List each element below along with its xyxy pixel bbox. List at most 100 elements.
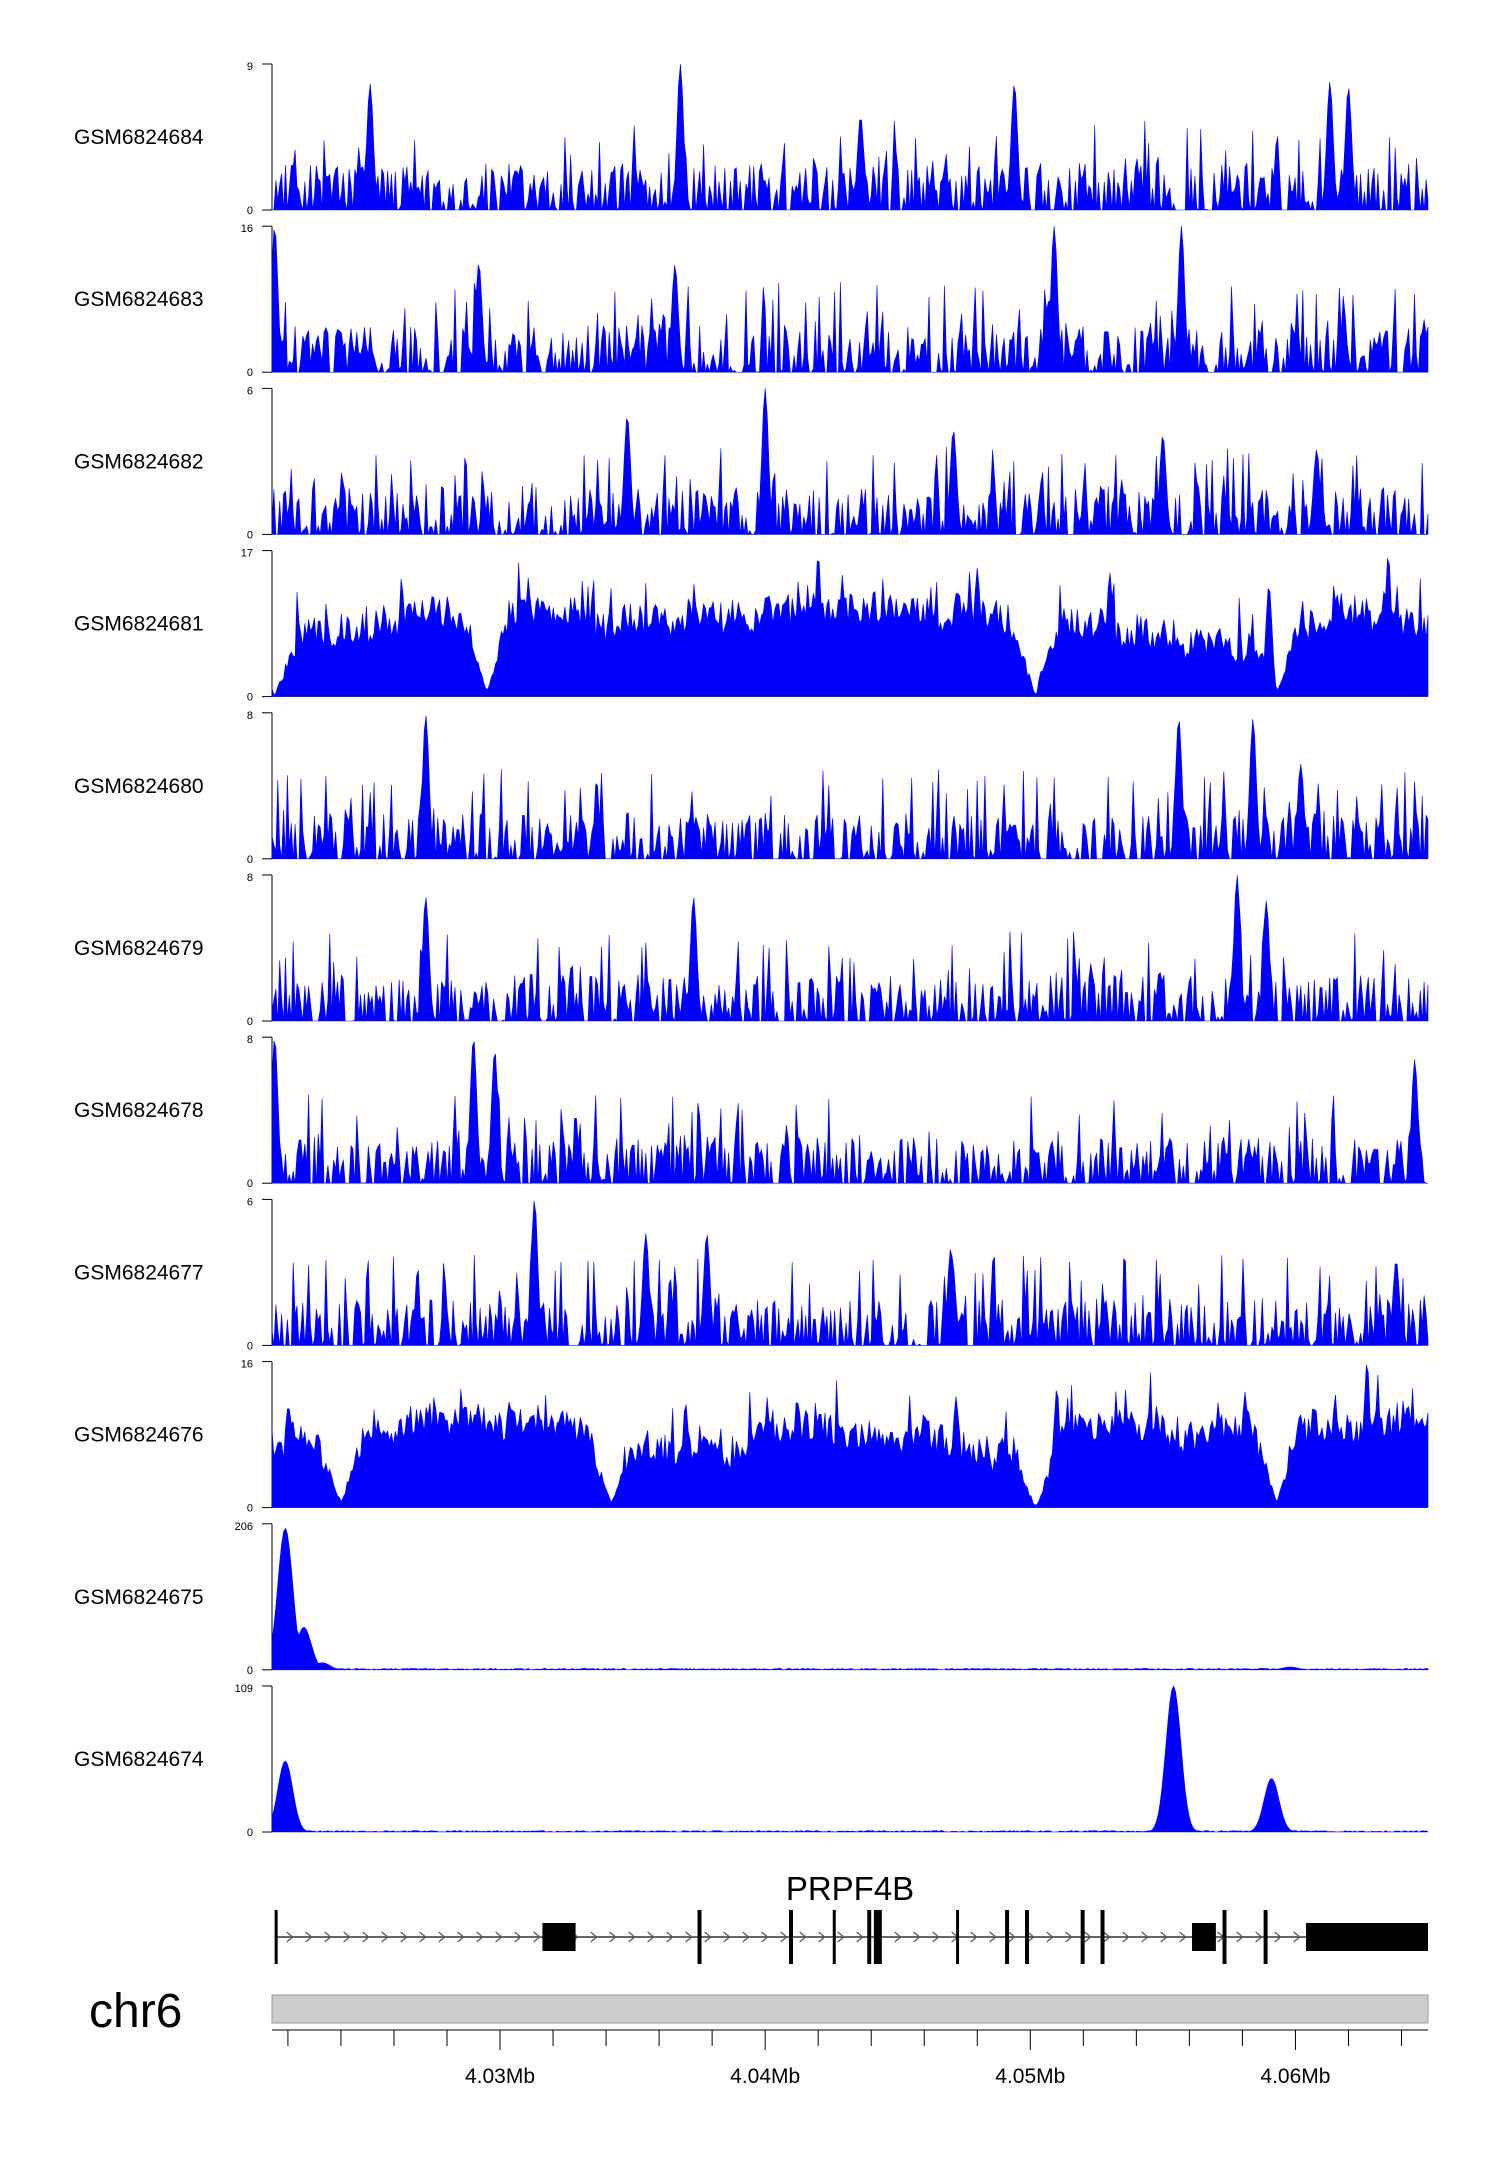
strand-arrow xyxy=(533,1931,541,1943)
strand-arrow xyxy=(894,1931,902,1943)
coverage-area xyxy=(271,226,1429,374)
track-ymin-label: 0 xyxy=(247,1016,253,1028)
x-tick-label: 4.05Mb xyxy=(995,2065,1065,2088)
track-ymin-label: 0 xyxy=(247,692,253,704)
coverage-area xyxy=(272,64,1429,212)
strand-arrow xyxy=(1046,1931,1054,1943)
track-ymax-label: 9 xyxy=(247,61,253,73)
coverage-area xyxy=(271,1364,1429,1508)
strand-arrow xyxy=(609,1931,617,1943)
track-ymax-label: 8 xyxy=(247,872,253,884)
strand-arrow xyxy=(761,1931,769,1943)
strand-arrow xyxy=(647,1931,655,1943)
exon-block xyxy=(832,1910,836,1964)
strand-arrow xyxy=(1065,1931,1073,1943)
strand-arrow xyxy=(799,1931,807,1943)
track-label: GSM6824677 xyxy=(74,1261,204,1284)
exon-block xyxy=(1263,1910,1268,1964)
strand-arrow xyxy=(1236,1931,1244,1943)
track-ymin-label: 0 xyxy=(247,367,253,379)
chromosome-ideogram: chr6 xyxy=(89,1985,1429,2038)
exon-block xyxy=(274,1910,278,1964)
track-ymax-label: 17 xyxy=(241,548,253,560)
track-label: GSM6824680 xyxy=(74,775,204,798)
x-tick-label: 4.06Mb xyxy=(1260,2065,1330,2088)
strand-arrow xyxy=(1084,1931,1092,1943)
strand-arrow xyxy=(1179,1931,1187,1943)
coverage-track: GSM6824677 6 0 xyxy=(74,1196,1429,1352)
track-ymax-label: 6 xyxy=(247,385,253,397)
x-tick-label: 4.04Mb xyxy=(730,2065,800,2088)
track-ymin-label: 0 xyxy=(247,205,253,217)
strand-arrow xyxy=(1008,1931,1016,1943)
track-label: GSM6824679 xyxy=(74,937,204,960)
exon-block xyxy=(789,1910,793,1964)
strand-arrow xyxy=(666,1931,674,1943)
exon-block xyxy=(1080,1910,1085,1964)
strand-arrow xyxy=(495,1931,503,1943)
coverage-area xyxy=(271,1685,1429,1833)
track-label: GSM6824674 xyxy=(74,1748,204,1771)
coverage-track: GSM6824676 16 0 xyxy=(74,1359,1429,1515)
gene-name-label: PRPF4B xyxy=(786,1870,914,1907)
track-ymax-label: 16 xyxy=(241,1359,253,1371)
exon-block xyxy=(1306,1923,1428,1951)
exon-block xyxy=(1024,1910,1029,1964)
coverage-track: GSM6824679 8 0 xyxy=(74,872,1429,1028)
strand-arrow xyxy=(837,1931,845,1943)
strand-arrow xyxy=(1255,1931,1263,1943)
exon-block xyxy=(956,1910,960,1964)
track-label: GSM6824675 xyxy=(74,1586,204,1609)
track-ymin-label: 0 xyxy=(247,1503,253,1515)
exon-block xyxy=(697,1910,702,1964)
strand-arrow xyxy=(989,1931,997,1943)
track-ymax-label: 8 xyxy=(247,1034,253,1046)
track-ymin-label: 0 xyxy=(247,1178,253,1190)
strand-arrow xyxy=(628,1931,636,1943)
coverage-area xyxy=(271,1040,1429,1185)
exon-block xyxy=(1192,1923,1216,1951)
coverage-track: GSM6824680 8 0 xyxy=(74,710,1429,866)
strand-arrow xyxy=(590,1931,598,1943)
coverage-tracks: GSM682468490GSM6824683160GSM682468260GSM… xyxy=(74,61,1429,1839)
track-ymax-label: 8 xyxy=(247,710,253,722)
exon-block xyxy=(1222,1910,1227,1964)
track-ymax-label: 16 xyxy=(241,223,253,235)
strand-arrow xyxy=(286,1931,294,1943)
coverage-track: GSM6824681 17 0 xyxy=(74,548,1429,704)
strand-arrow xyxy=(685,1931,693,1943)
coverage-track: GSM6824683 16 0 xyxy=(74,223,1429,379)
coverage-area xyxy=(271,1527,1429,1671)
strand-arrow xyxy=(818,1931,826,1943)
coverage-track: GSM6824675 206 0 xyxy=(74,1521,1429,1677)
exon-block xyxy=(542,1923,576,1951)
strand-arrow xyxy=(742,1931,750,1943)
strand-arrow xyxy=(913,1931,921,1943)
track-label: GSM6824676 xyxy=(74,1424,204,1447)
track-label: GSM6824678 xyxy=(74,1099,204,1122)
coverage-track: GSM6824678 8 0 xyxy=(74,1034,1429,1190)
coverage-area xyxy=(271,558,1429,697)
strand-arrow xyxy=(457,1931,465,1943)
track-label: GSM6824681 xyxy=(74,613,204,636)
x-axis: 4.03Mb 4.04Mb 4.05Mb 4.06Mb xyxy=(272,2029,1428,2088)
track-ymin-label: 0 xyxy=(247,1340,253,1352)
strand-arrow xyxy=(381,1931,389,1943)
track-label: GSM6824683 xyxy=(74,288,204,311)
chromosome-label: chr6 xyxy=(89,1985,182,2038)
track-ymax-label: 206 xyxy=(235,1521,253,1533)
strand-arrow xyxy=(1274,1931,1282,1943)
strand-arrow xyxy=(723,1931,731,1943)
strand-arrow xyxy=(1103,1931,1111,1943)
strand-arrow xyxy=(970,1931,978,1943)
coverage-track: GSM6824684 9 0 xyxy=(74,61,1429,217)
strand-arrow xyxy=(932,1931,940,1943)
strand-arrow xyxy=(780,1931,788,1943)
track-ymin-label: 0 xyxy=(247,854,253,866)
exon-block xyxy=(873,1910,882,1964)
track-ymax-label: 6 xyxy=(247,1196,253,1208)
chromosome-band xyxy=(271,1994,1429,2024)
coverage-area xyxy=(271,715,1429,860)
strand-arrow xyxy=(362,1931,370,1943)
